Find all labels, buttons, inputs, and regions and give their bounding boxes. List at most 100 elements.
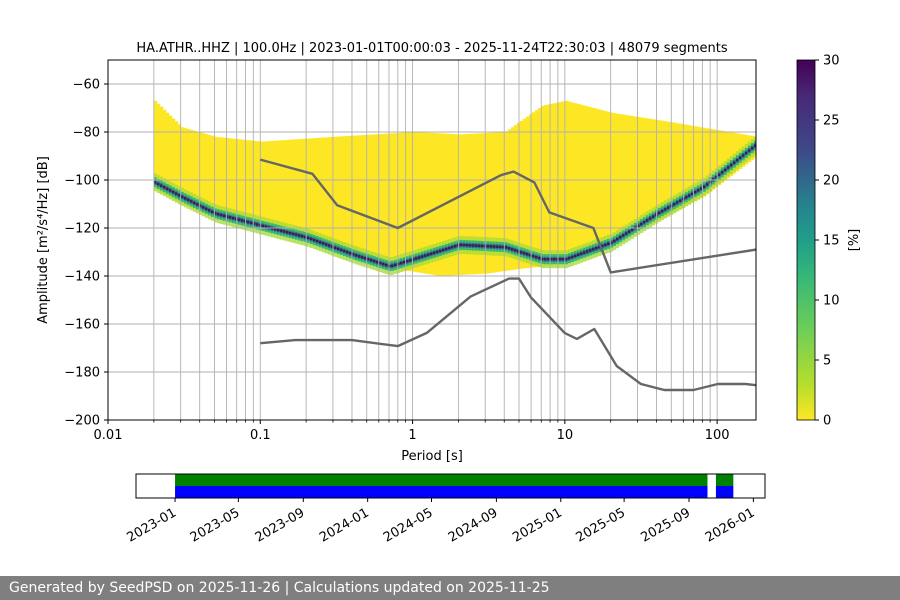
density-cell	[333, 246, 338, 249]
density-cell	[552, 103, 557, 266]
density-cell	[177, 124, 182, 203]
density-cell	[195, 203, 200, 206]
density-cell	[594, 247, 599, 250]
density-cell	[450, 134, 455, 276]
density-cell	[618, 236, 623, 239]
density-cell	[711, 129, 716, 190]
density-cell	[249, 140, 254, 226]
timeline-segment	[175, 486, 708, 498]
density-cell	[570, 255, 575, 259]
density-cell	[432, 133, 437, 275]
density-cell	[471, 133, 476, 275]
density-cell	[336, 136, 341, 252]
density-cell	[321, 137, 326, 247]
density-cell	[282, 230, 287, 233]
density-cell	[435, 133, 440, 276]
density-cell	[534, 255, 539, 259]
density-cell	[438, 133, 443, 276]
density-cell	[327, 244, 332, 247]
density-cell	[411, 132, 416, 272]
density-cell	[324, 243, 329, 246]
density-cell	[396, 262, 401, 266]
density-cell	[306, 236, 311, 240]
density-cell	[648, 118, 653, 225]
density-cell	[372, 259, 377, 263]
density-cell	[639, 222, 644, 226]
density-cell	[633, 116, 638, 232]
density-cell	[525, 116, 530, 269]
density-cell	[216, 213, 221, 216]
density-cell	[405, 132, 410, 271]
density-cell	[507, 129, 512, 271]
density-cell	[357, 255, 362, 258]
nhnm-line	[259, 158, 756, 274]
y-axis-ticks: −200 −180 −160 −140 −120 −100 −80 −60	[64, 78, 108, 429]
density-cell	[360, 135, 365, 260]
density-cell	[153, 181, 158, 184]
density-cell	[186, 198, 191, 202]
density-cell	[315, 137, 320, 245]
density-cell	[531, 254, 536, 258]
density-cell	[192, 130, 197, 210]
density-cell	[300, 235, 305, 238]
timeline-tick-label: 2024-09	[446, 505, 501, 545]
density-cell	[567, 101, 572, 263]
density-cell	[561, 101, 566, 265]
density-cell	[645, 219, 650, 222]
density-cell	[303, 235, 308, 239]
density-cell	[630, 228, 635, 231]
density-cell	[621, 234, 626, 237]
density-cell	[267, 141, 272, 231]
density-cell	[648, 217, 653, 220]
density-cell	[306, 138, 311, 242]
density-cell	[342, 249, 347, 253]
density-cell	[513, 125, 518, 270]
density-cell	[561, 258, 566, 261]
density-cell	[423, 254, 428, 257]
density-cell	[468, 244, 473, 247]
psd-plot-area: 0.01 0.1 1 10 100 −200 −180 −160 −140 −120 −100 −8…	[64, 59, 757, 443]
density-cell	[219, 137, 224, 220]
density-cell	[612, 239, 617, 243]
density-cell	[354, 254, 359, 257]
density-cell	[462, 134, 467, 275]
density-cell	[498, 132, 503, 272]
density-cell	[420, 255, 425, 258]
density-cell	[171, 118, 176, 200]
density-cell	[189, 200, 194, 203]
density-cell	[693, 126, 698, 202]
x-tick-label: 0.1	[250, 428, 271, 443]
density-cell	[363, 257, 368, 260]
density-cell	[312, 238, 317, 242]
density-cell	[513, 249, 518, 252]
density-cell	[255, 141, 260, 228]
density-cell	[351, 135, 356, 257]
timeline-segment	[715, 474, 734, 486]
density-cell	[465, 243, 470, 247]
density-cell	[636, 116, 641, 231]
density-cell	[459, 134, 464, 275]
density-cell	[639, 117, 644, 229]
density-cell	[366, 134, 371, 263]
density-cell	[477, 133, 482, 274]
density-cell	[174, 192, 179, 195]
density-cell	[207, 134, 212, 216]
density-cell	[585, 250, 590, 253]
density-cell	[729, 163, 734, 167]
density-cell	[660, 120, 665, 219]
density-cell	[690, 192, 695, 196]
density-cell	[672, 122, 677, 213]
density-cell	[495, 132, 500, 273]
density-cell	[180, 127, 185, 205]
density-cell	[168, 115, 173, 198]
density-cell	[489, 132, 494, 273]
density-cell	[198, 132, 203, 212]
density-cell	[378, 261, 383, 265]
density-cell	[360, 256, 365, 259]
density-cell	[261, 224, 266, 228]
density-cell	[582, 251, 587, 254]
density-cell	[285, 139, 290, 236]
density-cell	[156, 103, 161, 192]
density-cell	[579, 252, 584, 255]
density-cell	[528, 253, 533, 257]
